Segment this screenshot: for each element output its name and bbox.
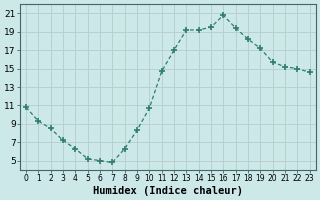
X-axis label: Humidex (Indice chaleur): Humidex (Indice chaleur) <box>93 186 243 196</box>
